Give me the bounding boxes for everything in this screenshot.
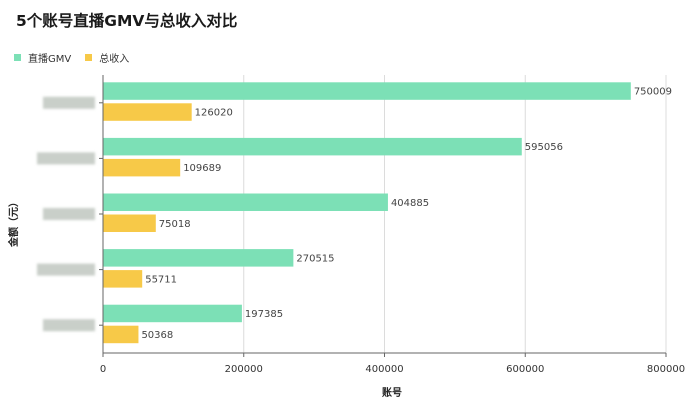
bar-income <box>103 270 143 288</box>
data-label: 55711 <box>145 274 177 285</box>
data-label: 50368 <box>141 330 173 341</box>
y-category-label-obscured <box>37 263 95 276</box>
legend-swatch-gmv <box>14 54 21 61</box>
legend: 直播GMV 总收入 <box>14 50 143 65</box>
x-tick-label: 200000 <box>225 364 263 375</box>
data-label: 750009 <box>634 87 672 98</box>
legend-swatch-income <box>85 54 93 61</box>
data-label: 109689 <box>183 163 221 174</box>
data-label: 270515 <box>296 253 334 264</box>
bar-gmv <box>103 193 388 211</box>
y-category-label-obscured <box>43 319 95 332</box>
legend-label-income: 总收入 <box>99 54 130 65</box>
data-label: 126020 <box>195 108 233 119</box>
y-axis-label: 金额（元） <box>7 197 20 248</box>
bar-income <box>103 103 192 121</box>
x-tick-label: 400000 <box>365 364 403 375</box>
bar-income <box>103 325 139 344</box>
bar-gmv <box>103 249 294 267</box>
axes: 0 200000 400000 600000 800000 <box>37 75 685 375</box>
bar-gmv <box>103 82 631 100</box>
bar-income <box>103 214 156 232</box>
legend-item-income[interactable]: 总收入 <box>85 50 129 65</box>
y-category-label-obscured <box>37 152 95 165</box>
bar-income <box>103 158 181 177</box>
chart-title: 5个账号直播GMV与总收入对比 <box>16 12 238 30</box>
data-label: 404885 <box>391 198 429 209</box>
data-label: 595056 <box>525 142 563 153</box>
grid <box>243 75 667 353</box>
data-label: 197385 <box>245 309 283 320</box>
bars: 750009 126020 595056 109689 404885 75018 27051… <box>103 82 672 344</box>
bar-gmv <box>103 304 242 323</box>
legend-label-gmv: 直播GMV <box>28 54 72 65</box>
x-axis-label: 账号 <box>382 386 402 399</box>
legend-item-gmv[interactable]: 直播GMV <box>14 50 71 65</box>
x-tick-label: 0 <box>100 364 106 375</box>
x-tick-label: 600000 <box>506 364 544 375</box>
x-tick-label: 800000 <box>647 364 685 375</box>
y-category-label-obscured <box>43 208 95 220</box>
data-label: 75018 <box>159 219 191 230</box>
y-category-label-obscured <box>43 96 95 109</box>
bar-gmv <box>103 137 522 156</box>
